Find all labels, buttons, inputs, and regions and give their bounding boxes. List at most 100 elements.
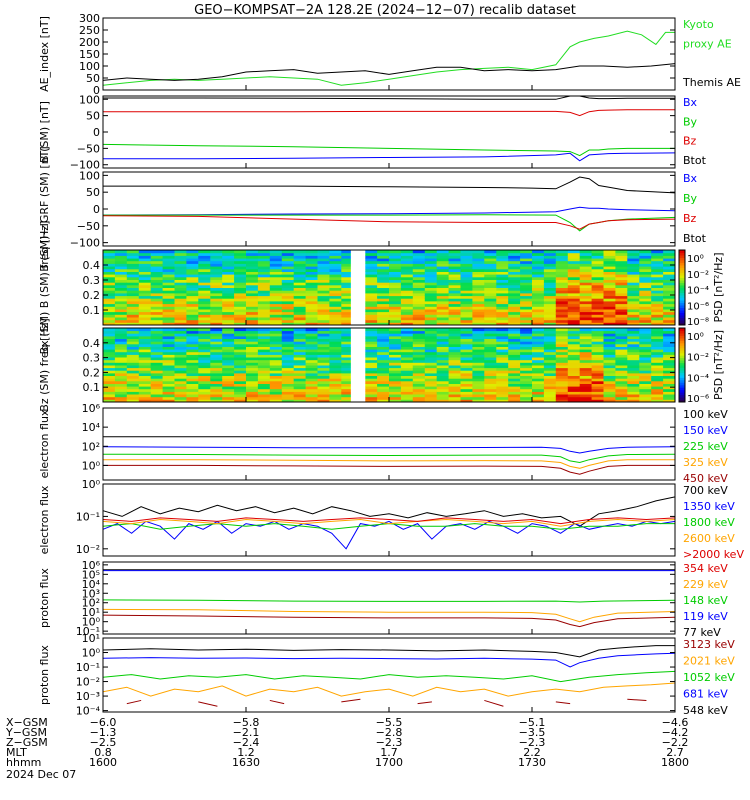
- spectrogram-cell: [424, 372, 438, 376]
- y-tick-label: −100: [70, 237, 100, 250]
- spectrogram-cell: [162, 357, 175, 361]
- spectrogram-cell: [484, 351, 497, 355]
- spectrogram-cell: [603, 362, 616, 366]
- y-tick-label: 10¹: [82, 632, 100, 645]
- spectrogram-cell: [389, 263, 402, 267]
- spectrogram-cell: [293, 319, 307, 323]
- spectrogram-cell: [663, 268, 676, 272]
- spectrogram-cell: [377, 338, 390, 342]
- spectrogram-cell: [329, 362, 342, 366]
- spectrogram-cell: [126, 287, 140, 291]
- spectrogram-cell: [281, 287, 295, 291]
- spectrogram-cell: [412, 295, 426, 299]
- spectrogram-cell: [162, 391, 175, 395]
- spectrogram-cell: [257, 295, 271, 299]
- spectrogram-cell: [162, 284, 175, 288]
- spectrogram-cell: [305, 322, 318, 326]
- spectrogram-cell: [663, 287, 676, 291]
- spectrogram-cell: [114, 287, 128, 291]
- spectrogram-cell: [293, 271, 307, 275]
- legend-entry: 325 keV: [683, 456, 728, 469]
- spectrogram-cell: [198, 263, 211, 267]
- spectrogram-cell: [293, 365, 307, 369]
- spectrogram-cell: [246, 375, 259, 379]
- spectrogram-cell: [460, 258, 473, 262]
- spectrogram-cell: [651, 359, 664, 363]
- spectrogram-cell: [484, 276, 497, 280]
- spectrogram-cell: [591, 274, 604, 278]
- spectrogram-cell: [234, 255, 247, 259]
- spectrogram-cell: [520, 394, 533, 398]
- spectrogram-cell: [555, 328, 569, 332]
- spectrogram-cell: [186, 378, 199, 382]
- spectrogram-cell: [365, 298, 378, 302]
- spectrogram-cell: [651, 375, 664, 379]
- spectrogram-cell: [341, 388, 354, 392]
- spectrogram-cell: [210, 375, 223, 379]
- spectrogram-cell: [615, 388, 628, 392]
- spectrogram-cell: [472, 357, 485, 361]
- spectrogram-cell: [281, 322, 295, 326]
- spectrogram-cell: [174, 303, 187, 307]
- legend-entry: 225 keV: [683, 440, 728, 453]
- spectrogram-cell: [532, 322, 545, 326]
- spectrogram-cell: [114, 298, 128, 302]
- spectrogram-cell: [186, 322, 199, 326]
- spectrogram-cell: [329, 319, 342, 323]
- spectrogram-cell: [460, 335, 473, 339]
- spectrogram-cell: [663, 298, 676, 302]
- y-tick-label: 10⁶: [82, 559, 101, 572]
- spectrogram-cell: [639, 359, 652, 363]
- spectrogram-cell: [317, 372, 330, 376]
- spectrogram-cell: [389, 375, 402, 379]
- spectrogram-cell: [400, 298, 414, 302]
- spectrogram-cell: [365, 287, 378, 291]
- spectrogram-cell: [317, 282, 330, 286]
- spectrogram-cell: [389, 322, 402, 326]
- spectrogram-cell: [341, 287, 354, 291]
- spectrogram-cell: [305, 359, 318, 363]
- spectrogram-cell: [484, 399, 497, 403]
- legend-entry: Bz: [683, 135, 697, 148]
- spectrogram-cell: [603, 391, 616, 395]
- spectrogram-cell: [484, 396, 497, 400]
- spectrogram-cell: [269, 303, 283, 307]
- spectrogram-cell: [412, 370, 426, 374]
- spectrogram-cell: [234, 330, 247, 334]
- spectrogram-cell: [400, 388, 414, 392]
- spectrogram-cell: [162, 287, 175, 291]
- spectrogram-cell: [305, 367, 318, 371]
- spectrogram-cell: [412, 258, 426, 262]
- series-line: [102, 30, 675, 86]
- spectrogram-cell: [520, 282, 533, 286]
- spectrogram-cell: [210, 394, 223, 398]
- spectrogram-cell: [532, 378, 545, 382]
- spectrogram-cell: [103, 362, 116, 366]
- colorbar-tick-label: 10⁻²: [687, 270, 709, 281]
- spectrogram-cell: [389, 290, 402, 294]
- spectrogram-cell: [555, 396, 569, 400]
- spectrogram-cell: [126, 319, 140, 323]
- spectrogram-cell: [377, 303, 390, 307]
- spectrogram-cell: [103, 338, 116, 342]
- spectrogram-cell: [615, 298, 628, 302]
- spectrogram-cell: [174, 335, 187, 339]
- spectrogram-cell: [162, 266, 175, 270]
- spectrogram-cell: [448, 394, 461, 398]
- spectrogram-cell: [400, 282, 414, 286]
- spectrogram-cell: [520, 335, 533, 339]
- spectrogram-cell: [591, 378, 604, 382]
- spectrogram-cell: [138, 298, 152, 302]
- spectrogram-cell: [424, 263, 438, 267]
- spectrogram-cell: [305, 341, 318, 345]
- spectrogram-cell: [496, 311, 509, 315]
- spectrogram-cell: [555, 258, 569, 262]
- spectrogram-cell: [103, 268, 116, 272]
- y-axis: 0.10.20.30.4: [83, 259, 676, 325]
- spectrogram-cell: [305, 335, 318, 339]
- spectrogram-cell: [615, 266, 628, 270]
- spectrogram-cell: [543, 388, 557, 392]
- spectrogram-cell: [222, 357, 235, 361]
